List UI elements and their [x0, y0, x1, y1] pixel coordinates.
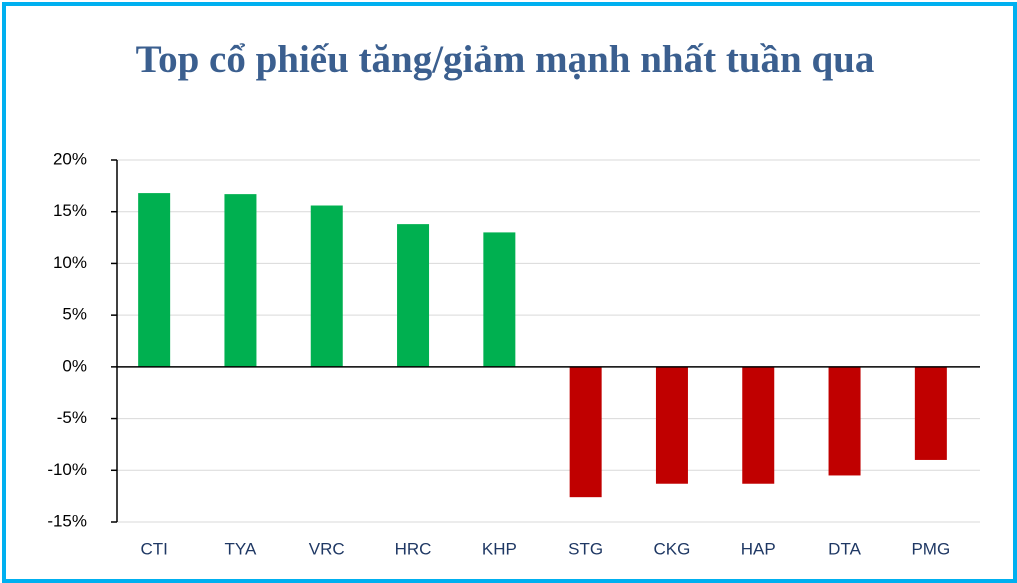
x-tick-label: STG [568, 539, 603, 558]
y-tick-label: 0% [62, 356, 87, 375]
bar [310, 205, 343, 367]
y-tick-label: 10% [53, 253, 87, 272]
y-tick-label: -5% [57, 408, 87, 427]
bar [569, 366, 602, 498]
x-tick-label: HAP [741, 539, 776, 558]
x-tick-label: HRC [395, 539, 432, 558]
x-tick-label: CTI [140, 539, 167, 558]
y-tick-label: -10% [47, 460, 87, 479]
bar [828, 366, 861, 476]
x-tick-label: TYA [225, 539, 257, 558]
bar [397, 224, 430, 367]
x-tick-label: VRC [309, 539, 345, 558]
bar [655, 366, 688, 484]
x-tick-label: PMG [911, 539, 950, 558]
y-tick-label: 15% [53, 201, 87, 220]
bar [914, 366, 947, 460]
bar [138, 193, 171, 367]
chart-title: Top cổ phiếu tăng/giảm mạnh nhất tuần qu… [135, 38, 875, 81]
bar [483, 232, 516, 367]
x-tick-label: DTA [828, 539, 861, 558]
x-tick-label: CKG [654, 539, 691, 558]
y-tick-label: -15% [47, 511, 87, 530]
y-tick-label: 5% [62, 305, 87, 324]
x-tick-label: KHP [482, 539, 517, 558]
y-tick-label: 20% [53, 149, 87, 168]
bar [224, 194, 257, 367]
bar [742, 366, 775, 484]
